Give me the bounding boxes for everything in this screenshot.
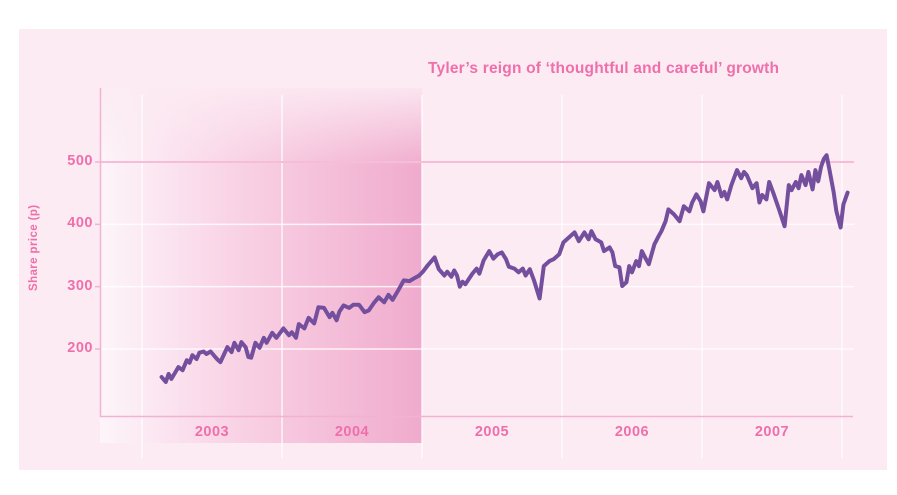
x-tick-label: 2007 (754, 424, 790, 440)
y-tick-label: 300 (67, 277, 93, 294)
gridlines (100, 95, 854, 458)
axes (95, 88, 853, 418)
price-line (159, 153, 850, 384)
y-tick-label: 500 (67, 153, 93, 169)
y-tick-label: 200 (67, 340, 93, 356)
y-tick-label: 400 (67, 215, 93, 232)
highlight-region (100, 88, 422, 443)
y-axis-title: Share price (p) (28, 204, 40, 292)
x-tick-label: 2003 (194, 424, 230, 440)
x-tick-label: 2005 (474, 424, 510, 440)
x-tick-label: 2006 (614, 424, 650, 440)
chart-title: Tyler’s reign of ‘thoughtful and careful… (428, 60, 780, 77)
x-tick-label: 2004 (334, 424, 370, 440)
